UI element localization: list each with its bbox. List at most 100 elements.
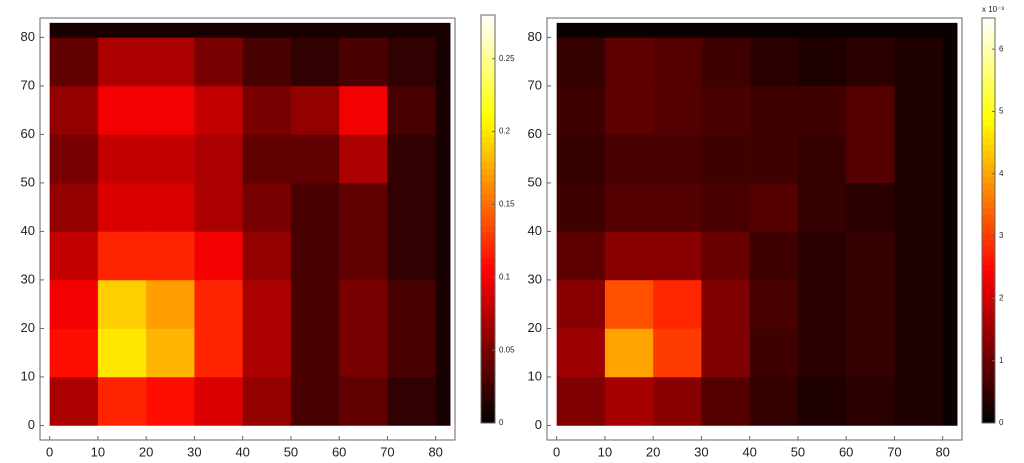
heatmap-cell: [387, 328, 436, 378]
colorbar-step: [982, 290, 995, 297]
colorbar-step: [982, 404, 995, 411]
colorbar-step: [481, 352, 495, 360]
heatmap-cell: [290, 376, 340, 426]
heatmap-cell: [653, 85, 702, 135]
heatmap-cell: [146, 37, 195, 87]
colorbar-step: [982, 233, 995, 240]
heatmap-cell: [194, 279, 243, 329]
heatmap-cell: [290, 279, 340, 329]
colorbar-step: [982, 328, 995, 335]
colorbar-tick-label: 0.1: [499, 272, 511, 281]
heatmap-cell: [146, 376, 195, 426]
colorbar-step: [982, 226, 995, 234]
heatmap: [556, 22, 958, 426]
axes-frame: [39, 17, 456, 441]
colorbar-step: [982, 176, 995, 184]
heatmap-cell: [846, 231, 895, 281]
heatmap-cell: [942, 231, 958, 281]
heatmap-cell: [49, 328, 99, 378]
y-tick-label: 50: [528, 174, 542, 189]
x-tick-label: 70: [887, 444, 901, 459]
colorbar-step: [982, 271, 995, 278]
heatmap-cell: [49, 85, 99, 135]
heatmap-cell: [942, 182, 958, 232]
colorbar-step: [481, 231, 495, 239]
heatmap-cell: [194, 231, 243, 281]
x-tick-label: 30: [694, 444, 708, 459]
heatmap-cell: [604, 22, 654, 38]
heatmap-cell: [556, 231, 606, 281]
x-tick-label: 0: [553, 444, 560, 459]
heatmap-cell: [894, 37, 943, 87]
heatmap-cell: [701, 376, 750, 426]
colorbar-offset: x 10⁻³: [982, 5, 1004, 14]
heatmap-cell: [387, 22, 436, 38]
colorbar-step: [982, 74, 995, 82]
colorbar-step: [481, 78, 495, 86]
heatmap-cell: [387, 279, 436, 329]
heatmap-cell: [242, 22, 292, 38]
x-tick-label: 80: [935, 444, 949, 459]
heatmap-cell: [339, 231, 388, 281]
y-tick-label: 80: [528, 29, 542, 44]
heatmap-cell: [49, 22, 99, 38]
heatmap-cell: [97, 279, 147, 329]
colorbar-step: [481, 91, 495, 99]
colorbar-step: [481, 340, 495, 347]
heatmap-cell: [556, 182, 606, 232]
colorbar-step: [481, 123, 495, 131]
heatmap-cell: [749, 182, 799, 232]
heatmap-cell: [242, 85, 292, 135]
heatmap-cell: [797, 231, 847, 281]
colorbar-step: [982, 334, 995, 342]
heatmap-cell: [435, 328, 451, 378]
colorbar-frame: [981, 17, 996, 424]
colorbar-frame: [480, 14, 496, 424]
heatmap-cell: [435, 85, 451, 135]
heatmap-cell: [435, 37, 451, 87]
colorbar-step: [982, 157, 995, 165]
heatmap-cell: [797, 376, 847, 426]
y-tick-label: 10: [528, 368, 542, 383]
colorbar-step: [481, 403, 495, 411]
colorbar-step: [982, 68, 995, 76]
y-tick-label: 70: [528, 77, 542, 92]
colorbar-step: [481, 46, 495, 54]
colorbar-step: [982, 353, 995, 361]
x-tick-label: 30: [187, 444, 201, 459]
heatmap-cell: [97, 37, 147, 87]
colorbar-step: [982, 239, 995, 247]
heatmap-cell: [146, 22, 195, 38]
colorbar-tick-label: 5: [999, 107, 1004, 116]
heatmap-cell: [242, 134, 292, 184]
heatmap-cell: [942, 328, 958, 378]
heatmap-cell: [653, 182, 702, 232]
colorbar-step: [481, 161, 495, 169]
colorbar-step: [481, 314, 495, 322]
colorbar-tick-label: 0.15: [499, 200, 515, 209]
colorbar-step: [481, 327, 495, 335]
colorbar-step: [481, 346, 495, 354]
heatmap-cell: [290, 37, 340, 87]
colorbar-step: [982, 30, 995, 38]
colorbar-step: [982, 277, 995, 285]
colorbar-step: [481, 219, 495, 226]
heatmap-cell: [894, 85, 943, 135]
heatmap-cell: [97, 22, 147, 38]
heatmap-cell: [49, 37, 99, 87]
colorbar-step: [982, 43, 995, 51]
x-tick-label: 40: [235, 444, 249, 459]
heatmap-cell: [556, 376, 606, 426]
heatmap-cell: [942, 85, 958, 135]
y-tick-label: 20: [528, 320, 542, 335]
heatmap-cell: [194, 182, 243, 232]
heatmap-cell: [146, 328, 195, 378]
heatmap-cell: [97, 328, 147, 378]
y-tick-label: 0: [28, 417, 35, 432]
heatmap-cell: [942, 279, 958, 329]
x-tick-label: 50: [791, 444, 805, 459]
colorbar-step: [481, 168, 495, 175]
colorbar-step: [982, 49, 995, 57]
heatmap-cell: [435, 182, 451, 232]
